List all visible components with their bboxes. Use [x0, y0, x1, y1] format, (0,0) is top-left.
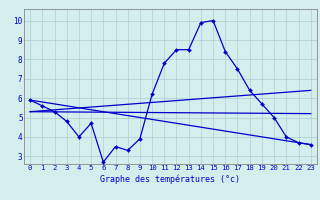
X-axis label: Graphe des températures (°c): Graphe des températures (°c)	[100, 174, 240, 184]
